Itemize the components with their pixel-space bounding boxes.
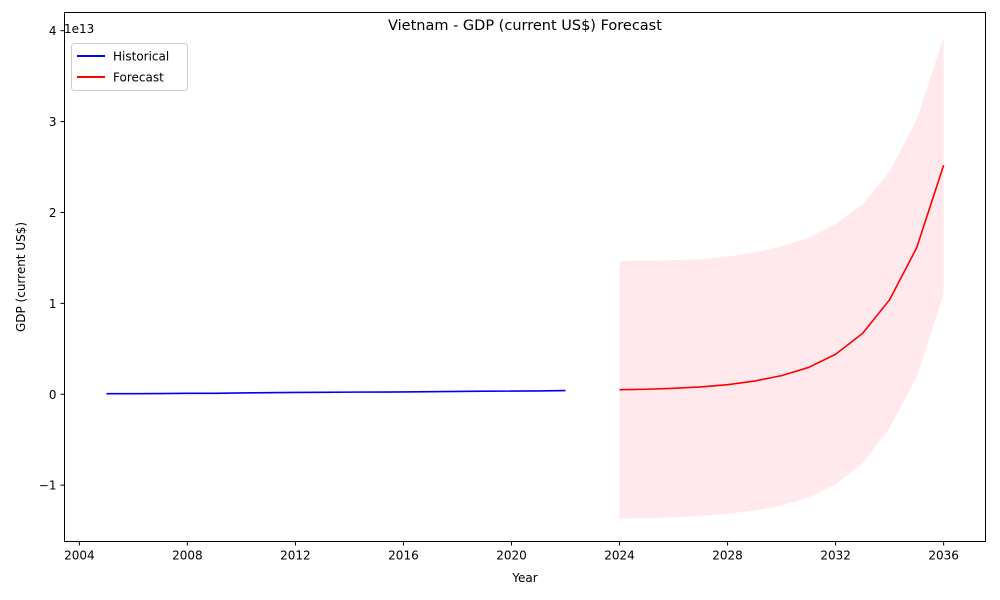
chart-title: Vietnam - GDP (current US$) Forecast [388,18,662,34]
x-tick-label: 2032 [820,549,851,563]
x-tick-label: 2028 [712,549,743,563]
series-layer [106,164,945,395]
y-tick-label: 2 [49,206,57,220]
y-axis: −1 0 1 2 3 4 [39,24,65,493]
x-tick-label: 2036 [928,549,959,563]
x-axis: 2004 2008 2012 2016 2020 2024 2028 2032 2036 [64,541,959,563]
x-tick-label: 2016 [388,549,419,563]
plot-frame [64,12,986,542]
legend: Historical Forecast [71,43,188,91]
legend-forecast-label: Forecast [113,71,164,85]
legend-historical-label: Historical [113,50,169,64]
confidence-band [619,37,944,519]
y-tick-label: 3 [49,115,57,129]
x-axis-label: Year [511,571,537,585]
y-tick-label: −1 [39,479,57,493]
y-tick-label: 0 [49,388,57,402]
y-tick-label: 1 [49,297,57,311]
series-line-historical [106,389,566,395]
y-tick-label: 4 [49,24,57,38]
y-scale-offset-label: 1e13 [64,22,94,36]
series-line-forecast [619,164,945,391]
x-tick-label: 2008 [172,549,203,563]
x-tick-label: 2012 [280,549,311,563]
y-axis-label: GDP (current US$) [14,222,28,332]
x-tick-label: 2020 [496,549,527,563]
confidence-band-layer [619,37,944,519]
x-tick-label: 2004 [64,549,95,563]
x-tick-label: 2024 [604,549,635,563]
